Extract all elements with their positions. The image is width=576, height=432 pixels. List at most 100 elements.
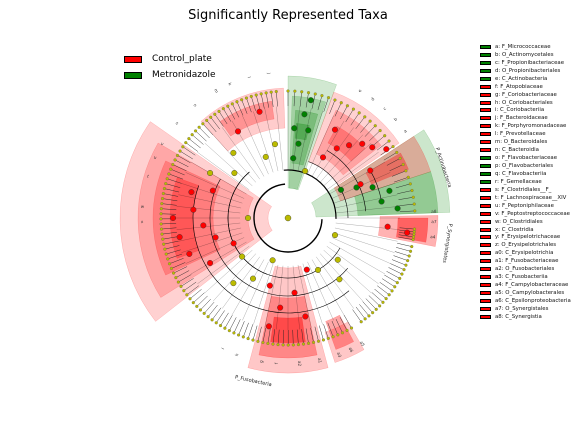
- clade-node: [357, 181, 364, 188]
- leaf-branch: [204, 301, 215, 313]
- taxa-legend-item: o: F_Flavobacteriaceae: [480, 154, 571, 162]
- leaf-node: [331, 335, 335, 339]
- leaf-node: [387, 293, 391, 297]
- leaf-node: [188, 297, 192, 301]
- branch-spoke: [302, 111, 323, 173]
- leaf-branch: [398, 236, 413, 240]
- leaf-branch: [334, 103, 342, 117]
- leaf-node: [393, 285, 397, 289]
- taxa-legend-item: v: F_Peptostreptococcaceae: [480, 210, 571, 218]
- leaf-node: [181, 145, 185, 149]
- leaf-branch: [272, 329, 275, 344]
- legend-item-control: Control_plate: [124, 51, 216, 67]
- leaf-branch: [314, 326, 319, 341]
- leaf-node: [178, 149, 182, 153]
- taxa-label: c: F_Propionibacteriaceae: [495, 59, 565, 66]
- leaf-node: [198, 308, 202, 312]
- taxa-swatch: [480, 243, 491, 248]
- leaf-branch: [186, 143, 198, 152]
- branch-spoke: [176, 222, 241, 230]
- taxa-swatch: [480, 251, 491, 256]
- leaf-branch: [389, 164, 403, 172]
- leaf-branch: [193, 292, 205, 303]
- leaf-branch: [395, 183, 410, 189]
- leaf-branch: [276, 92, 278, 107]
- taxa-label: g: F_Coriobacteriaceae: [495, 91, 557, 98]
- clade-node: [186, 250, 193, 257]
- clade-node: [302, 313, 309, 320]
- leaf-branch: [352, 309, 361, 322]
- branch-spoke: [222, 256, 260, 309]
- leaf-node: [159, 227, 164, 231]
- leaf-branch: [167, 249, 181, 255]
- leaf-node: [190, 133, 194, 137]
- clade-node: [212, 234, 219, 241]
- leaf-node: [349, 326, 354, 330]
- clade-node: [239, 253, 246, 260]
- leaf-node: [167, 262, 172, 266]
- leaf-node: [368, 119, 372, 123]
- clade-node: [284, 214, 292, 222]
- leaf-branch: [398, 197, 413, 200]
- leaf-branch: [228, 106, 236, 120]
- taxa-label: h: O_Coriobacteriales: [495, 99, 553, 106]
- leaf-node: [269, 90, 273, 94]
- taxa-label: a: F_Micrococcaceae: [495, 43, 551, 50]
- branch-spoke: [276, 265, 284, 330]
- clade-shade: [365, 152, 409, 185]
- clade-node: [305, 127, 312, 134]
- leaf-branch: [398, 234, 413, 238]
- branch-spoke: [311, 120, 345, 177]
- leaf-branch: [192, 135, 204, 145]
- tree-nodes: [159, 89, 417, 347]
- leaf-branch: [166, 183, 181, 188]
- branch-arc: [326, 150, 367, 212]
- clade-node: [234, 128, 241, 135]
- clade-node: [256, 108, 263, 115]
- leaf-branch: [165, 188, 180, 193]
- clade-letter: x: [141, 219, 144, 224]
- root-arc: [283, 169, 337, 219]
- clade-letter: n: [193, 103, 199, 109]
- legend-label-control: Control_plate: [152, 54, 212, 64]
- clade-node: [386, 187, 393, 194]
- leaf-branch: [391, 259, 406, 266]
- leaf-branch: [241, 100, 248, 114]
- branch-spoke: [178, 227, 242, 242]
- leaf-branch: [262, 327, 267, 342]
- leaf-node: [367, 314, 371, 318]
- branch-spoke: [335, 206, 400, 214]
- leaf-node: [411, 238, 415, 242]
- clade-node: [315, 266, 322, 273]
- branch-spoke: [204, 142, 253, 186]
- clade-letter: s: [175, 120, 180, 125]
- leaf-node: [214, 321, 218, 325]
- clade-node: [302, 168, 309, 175]
- leaf-node: [164, 252, 168, 256]
- leaf-node: [167, 172, 171, 176]
- taxa-label: a5: O_Campylobacterales: [495, 290, 565, 297]
- leaf-node: [166, 257, 170, 261]
- taxa-legend-item: k: F_Porphyromonadaceae: [480, 122, 571, 130]
- taxa-label: f: F_Atopobiaceae: [495, 83, 543, 90]
- taxa-legend-item: a: F_Micrococcaceae: [480, 43, 571, 51]
- leaf-node: [213, 112, 217, 116]
- taxa-swatch: [480, 298, 491, 303]
- leaf-node: [333, 98, 337, 102]
- leaf-node: [226, 104, 230, 108]
- taxa-legend-item: a6: C_Epsilonproteobacteria: [480, 297, 571, 305]
- branch-spoke: [276, 106, 284, 171]
- leaf-node: [194, 129, 198, 133]
- taxa-swatch: [480, 124, 491, 129]
- branch-spoke: [323, 250, 372, 294]
- leaf-branch: [340, 106, 348, 120]
- taxa-label: a3: C_Fusobacteriia: [495, 274, 548, 281]
- clade-node: [262, 153, 269, 160]
- taxa-label: n: C_Bacteroidia: [495, 147, 539, 154]
- leaf-branch: [164, 193, 179, 197]
- clade-letter: a2: [297, 361, 302, 367]
- leaf-node: [407, 254, 411, 258]
- leaf-branch: [282, 329, 284, 344]
- taxa-label: b: O_Actinomycetales: [495, 51, 554, 58]
- taxa-legend-item: w: O_Clostridiales: [480, 218, 571, 226]
